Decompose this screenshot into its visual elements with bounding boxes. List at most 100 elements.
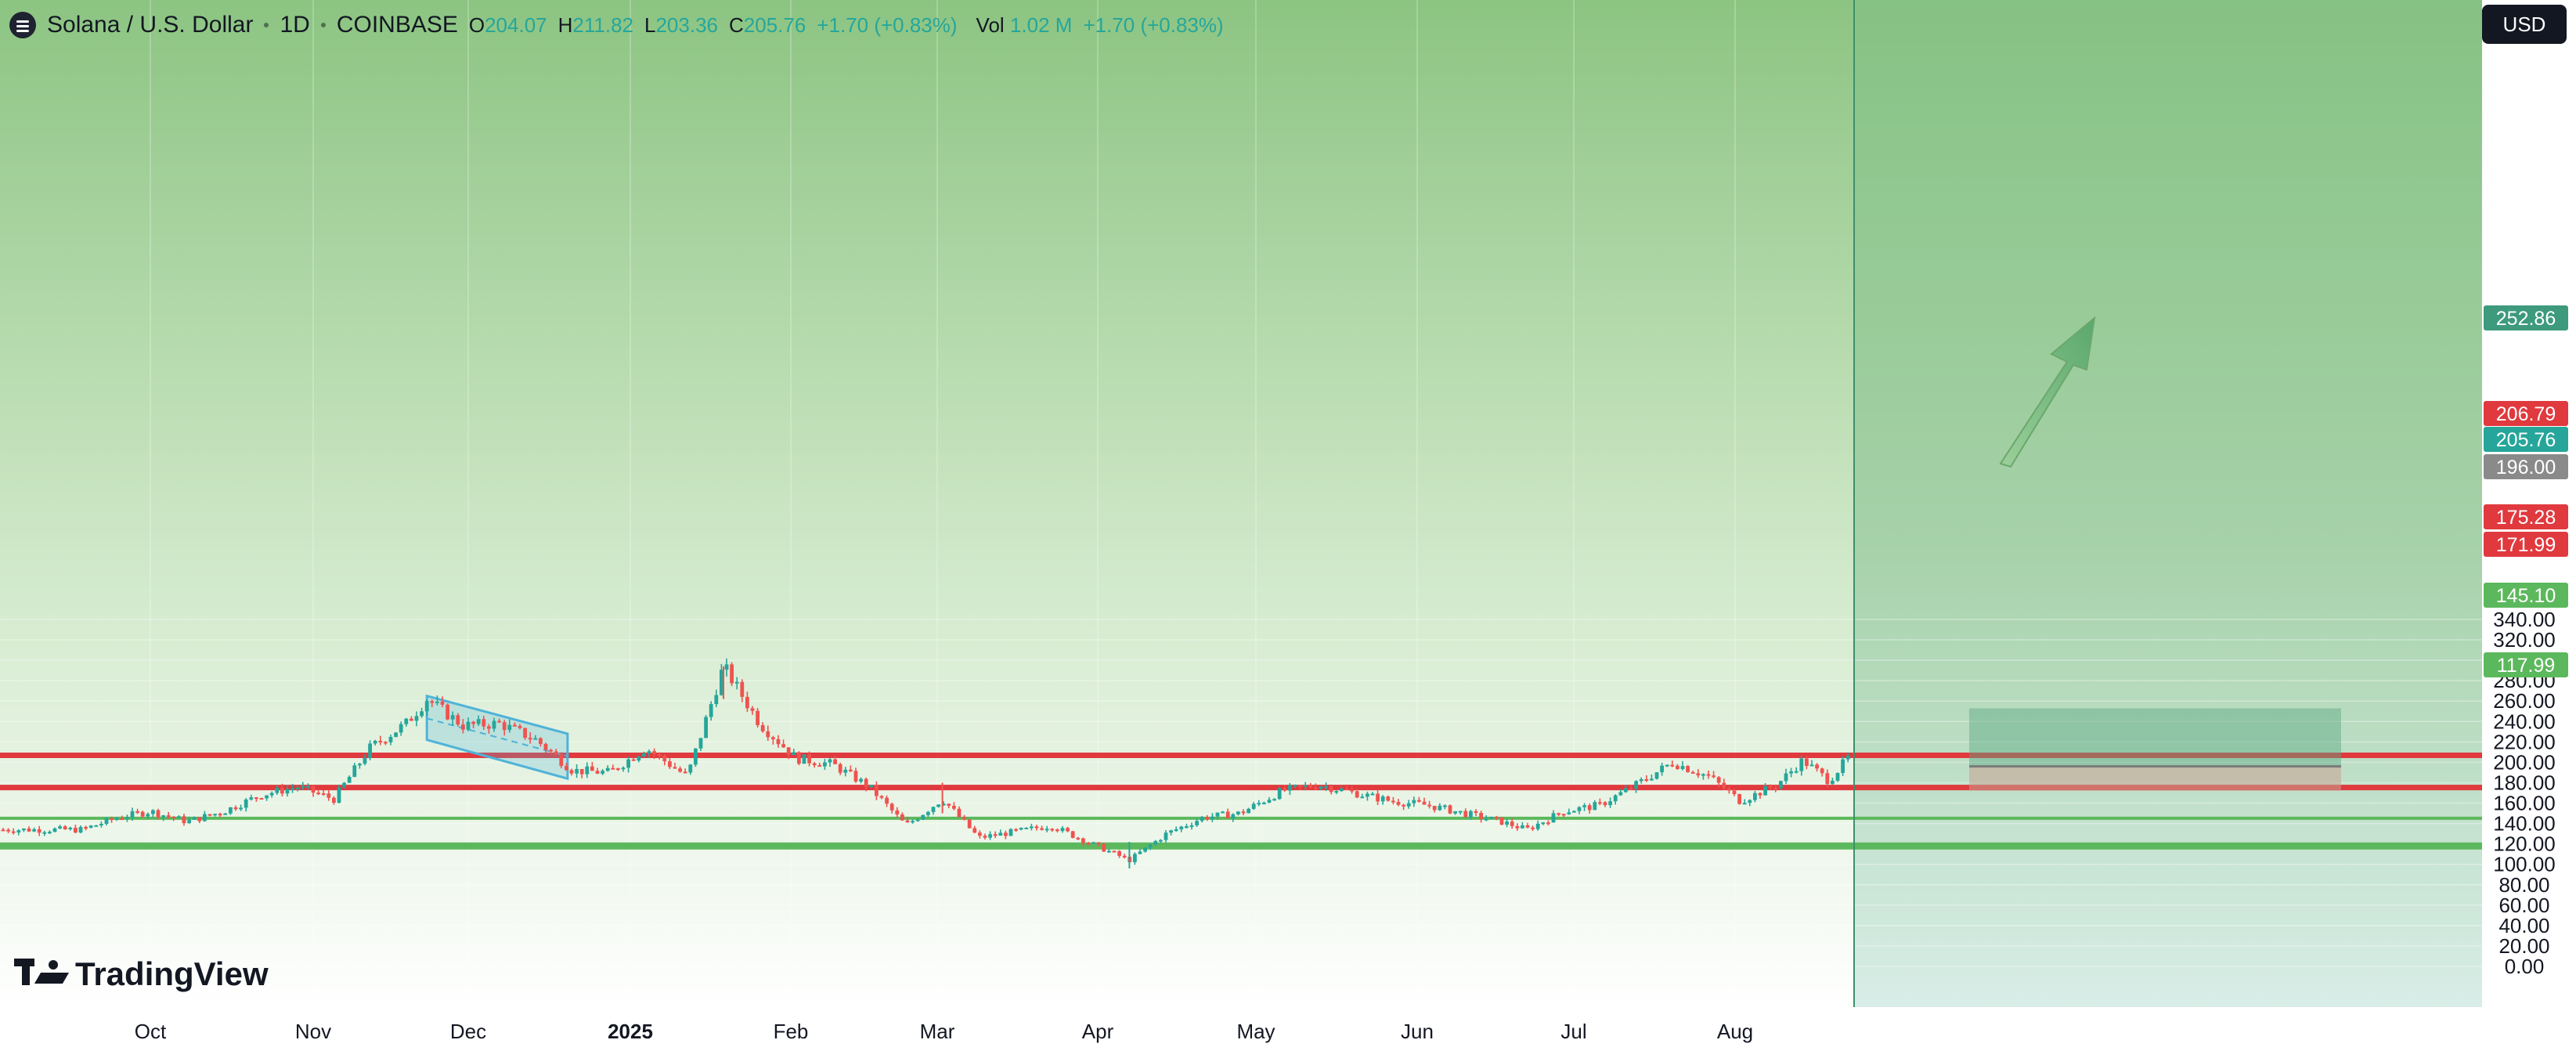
candle-body [78,827,83,833]
candle-body [1603,802,1607,806]
candle-body [817,765,822,767]
tradingview-logo[interactable]: TradingView [14,955,269,993]
candle-body [1164,832,1168,840]
candle-body [869,785,874,788]
interval[interactable]: 1D [280,12,310,38]
candle-body [637,756,641,761]
symbol-name[interactable]: Solana / U.S. Dollar [47,12,254,38]
exchange: COINBASE [336,12,458,38]
candle-body [895,810,900,815]
candle-body [1050,829,1055,831]
candle-body [192,817,197,820]
candle-body [1066,828,1070,832]
candle-body [1,829,5,832]
candle-body [1169,830,1173,833]
candle-body [879,796,884,798]
candle-body [1205,817,1210,820]
candle-body [450,715,455,720]
candle-body [704,717,708,738]
candle-body [435,701,439,703]
candle-body [1541,822,1546,825]
candle-body [1334,791,1339,793]
price-tick-label: 80.00 [2498,873,2549,897]
candle-body [978,832,982,836]
candle-body [911,821,915,823]
currency-button[interactable]: USD [2482,5,2567,44]
candle-body [207,814,212,816]
candle-body [875,785,879,796]
candle-body [502,722,507,731]
candle-body [456,715,460,725]
candle-body [1763,785,1767,796]
candle-body [1535,823,1540,829]
time-axis-labels: Oct Nov Dec 2025 Feb Mar Apr May Jun Jul Aug [135,1020,1753,1043]
time-axis[interactable] [0,1007,2482,1054]
candle-body [585,766,590,775]
candle-body [698,738,703,749]
channel-area [425,694,569,781]
price-tag-label: 171.99 [2496,534,2556,556]
profit-zone [1969,708,2341,767]
candle-body [709,704,713,717]
candle-body [543,743,548,750]
low-value: 203.36 [655,13,718,37]
candle-body [166,815,171,818]
candle-body [265,795,269,799]
time-tick-label: Aug [1717,1020,1753,1043]
candle-body [466,721,471,730]
candle-body [254,797,258,800]
candle-body [833,759,837,764]
candle-body [962,817,966,820]
price-tick-label: 20.00 [2498,934,2549,958]
candle-body [626,759,630,768]
candle-body [1587,805,1592,811]
candle-body [1396,801,1401,805]
candle-body [1019,828,1023,830]
candle-body [399,724,403,733]
candle-body [1665,764,1669,767]
candle-body [605,767,610,771]
candle-body [1179,826,1184,829]
candle-body [1845,755,1850,760]
candle-body [1298,785,1302,787]
candle-body [1004,832,1008,836]
price-tag [2484,583,2568,608]
candle-body [1034,826,1039,829]
low-label: L [644,13,656,37]
candle-body [146,814,150,817]
candle-body [853,771,858,782]
candle-body [993,834,998,836]
candle-body [579,768,584,775]
candle-body [1070,831,1075,838]
candle-body [1722,782,1726,789]
candle-body [957,808,961,818]
candle-body [1706,774,1711,776]
candle-body [1593,802,1597,811]
candle-body [1262,802,1266,804]
candle-body [1660,765,1664,773]
candle-body [1809,764,1814,767]
candle-body [1815,764,1819,769]
candle-body [1308,785,1313,788]
candle-body [130,811,135,818]
candle-body [1044,829,1049,831]
candle-body [1499,817,1504,825]
grid [0,0,2482,1007]
candle-body [1319,786,1323,789]
candle-body [900,814,904,821]
candle-body [1215,812,1220,817]
candle-body [1350,789,1354,792]
candle-body [295,787,300,789]
price-tag [2484,401,2568,426]
time-tick-label: Nov [295,1020,331,1043]
candle-body [1221,811,1225,814]
candle-body [1773,787,1778,789]
candle-body [1495,817,1499,819]
candle-body [388,736,393,742]
candle-body [823,762,827,767]
candle-body [1417,800,1421,802]
price-tag-label: 205.76 [2496,429,2556,451]
long-position-tool[interactable] [1969,316,2341,791]
